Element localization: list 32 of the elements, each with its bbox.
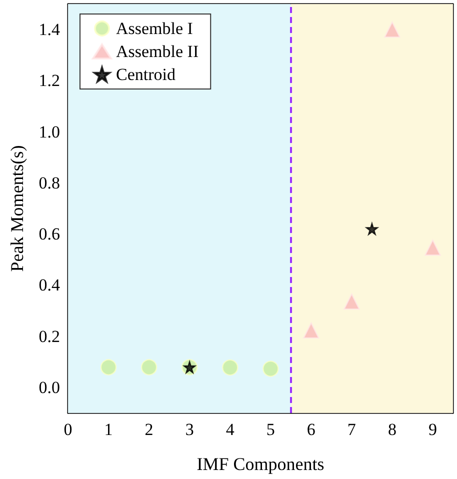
x-tick-label: 5 xyxy=(266,420,275,439)
point xyxy=(303,322,320,339)
x-tick-label: 8 xyxy=(388,420,396,439)
point xyxy=(222,359,238,376)
legend-label: Centroid xyxy=(116,65,176,84)
y-tick-label: 1.2 xyxy=(38,71,60,90)
point xyxy=(366,222,378,236)
y-axis-title: Peak Moments(s) xyxy=(7,145,27,272)
y-tick-label: 0.2 xyxy=(38,326,60,346)
point xyxy=(384,21,400,38)
point xyxy=(100,359,117,376)
y-tick-label: 1.4 xyxy=(38,20,60,40)
x-tick-label: 7 xyxy=(347,420,356,439)
x-tick-label: 4 xyxy=(226,420,235,439)
x-tick-label: 2 xyxy=(144,420,154,439)
point xyxy=(262,360,279,377)
y-tick-label: 0.6 xyxy=(38,224,60,244)
x-tick-label: 0 xyxy=(64,420,72,439)
legend-label: Assemble I xyxy=(116,19,194,38)
y-tick-label: 0.8 xyxy=(38,173,60,192)
x-tick-label: 9 xyxy=(428,420,437,439)
x-tick-label: 6 xyxy=(306,420,316,439)
y-tick-label: 0.0 xyxy=(38,378,60,397)
x-axis-title: IMF Components xyxy=(196,454,324,474)
y-tick-label: 1.0 xyxy=(38,122,60,142)
y-tick-label: 0.4 xyxy=(38,276,60,295)
legend-label: Assemble II xyxy=(116,42,199,61)
point xyxy=(344,293,360,310)
x-tick-label: 1 xyxy=(104,420,113,439)
point xyxy=(140,359,158,376)
point xyxy=(424,240,441,256)
x-tick-label: 3 xyxy=(185,420,194,439)
